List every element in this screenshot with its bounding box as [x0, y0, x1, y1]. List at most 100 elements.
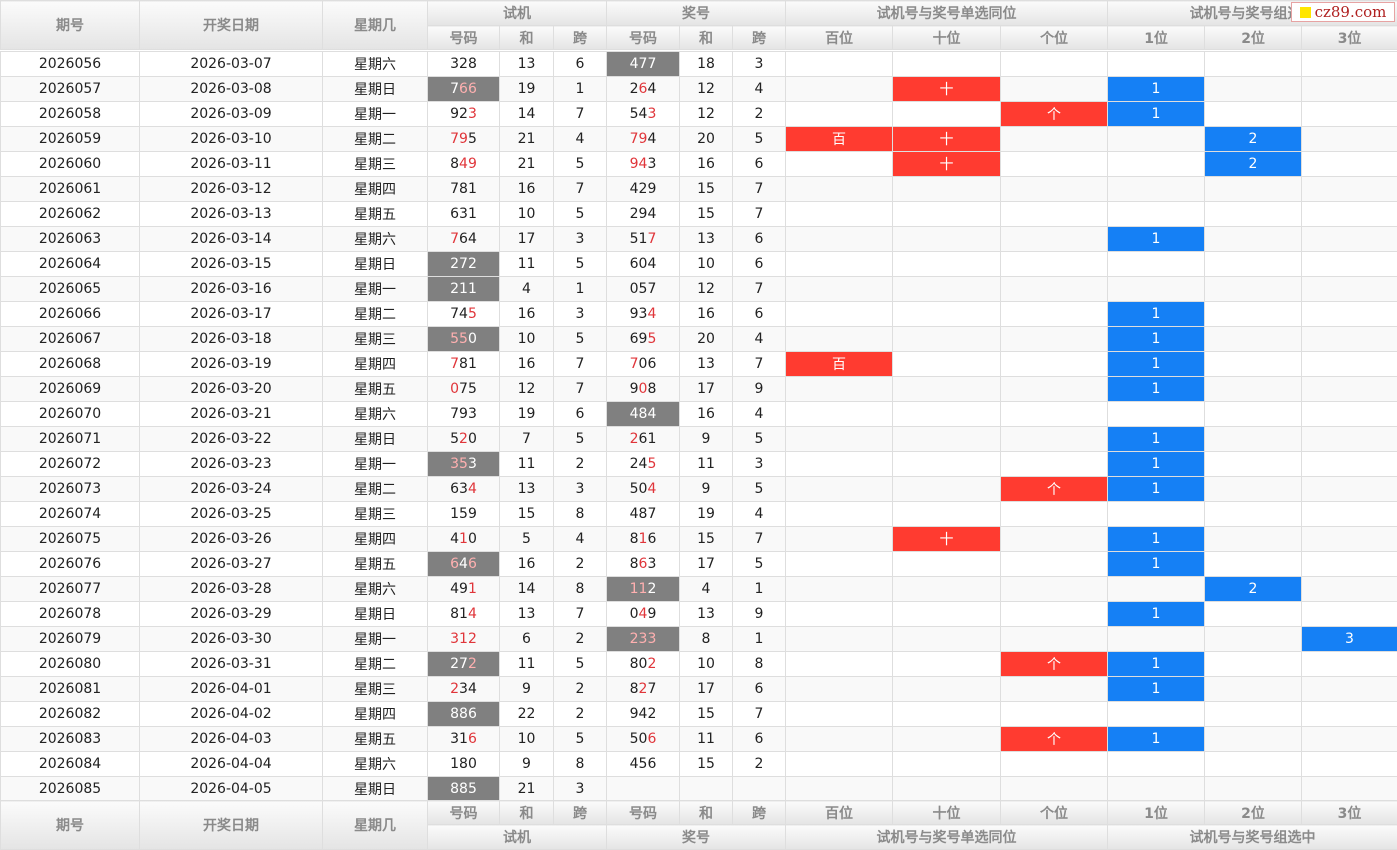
ten-match-cell	[893, 777, 1001, 802]
trial-number-cell: 075	[428, 377, 500, 402]
trial-sum-cell: 22	[500, 702, 554, 727]
issue-cell: 2026069	[1, 377, 140, 402]
date-cell: 2026-03-16	[140, 277, 323, 302]
trial-span-cell: 8	[554, 752, 607, 777]
trial-number-cell: 272	[428, 252, 500, 277]
combo-p1-cell	[1108, 252, 1205, 277]
trial-number-cell-segment: 63	[450, 481, 468, 497]
footer-col-p3: 3位	[1302, 801, 1397, 825]
col-issue: 期号	[1, 1, 140, 50]
combo-p1-cell: 1	[1108, 477, 1205, 502]
combo-p2-cell: 2	[1205, 152, 1302, 177]
prize-number-cell: 057	[607, 277, 680, 302]
ten-match-cell	[893, 177, 1001, 202]
weekday-cell: 星期三	[323, 327, 428, 352]
trial-number-cell-segment: 27	[450, 656, 468, 672]
prize-number-cell-segment: 456	[630, 756, 657, 772]
table-header: 期号 开奖日期 星期几 试机 奖号 试机号与奖号单选同位 试机号与奖号组选中 号…	[0, 0, 1397, 50]
ten-match-cell	[893, 402, 1001, 427]
prize-sum-cell: 15	[680, 752, 733, 777]
date-cell: 2026-03-07	[140, 52, 323, 77]
prize-sum-cell: 16	[680, 152, 733, 177]
trial-number-cell-segment: 31	[450, 731, 468, 747]
trial-sum-cell: 11	[500, 252, 554, 277]
combo-p3-cell	[1302, 702, 1397, 727]
trial-span-cell: 1	[554, 77, 607, 102]
combo-p3-cell	[1302, 52, 1397, 77]
prize-number-cell-segment: 2	[647, 581, 656, 597]
trial-number-cell-segment: 92	[450, 106, 468, 122]
ten-match-cell	[893, 377, 1001, 402]
combo-p3-cell	[1302, 77, 1397, 102]
date-cell: 2026-03-23	[140, 452, 323, 477]
prize-number-cell-segment: 24	[630, 456, 648, 472]
trial-sum-cell: 16	[500, 352, 554, 377]
ten-match-cell	[893, 52, 1001, 77]
trial-number-cell: 781	[428, 352, 500, 377]
prize-span-cell: 2	[733, 102, 786, 127]
prize-number-cell-segment: 484	[630, 406, 657, 422]
trial-sum-cell: 16	[500, 552, 554, 577]
trial-sum-cell: 6	[500, 627, 554, 652]
combo-p1-cell	[1108, 627, 1205, 652]
ten-match-cell	[893, 677, 1001, 702]
combo-p3-cell	[1302, 477, 1397, 502]
combo-p3-cell	[1302, 152, 1397, 177]
prize-number-cell: 487	[607, 502, 680, 527]
trial-number-cell-segment: 7	[450, 231, 459, 247]
prize-number-cell-segment: 06	[639, 356, 657, 372]
prize-number-cell: 112	[607, 577, 680, 602]
col-p2: 2位	[1205, 26, 1302, 50]
issue-cell: 2026074	[1, 502, 140, 527]
trial-span-cell: 4	[554, 127, 607, 152]
issue-cell: 2026072	[1, 452, 140, 477]
weekday-cell: 星期三	[323, 677, 428, 702]
prize-number-cell: 264	[607, 77, 680, 102]
combo-p1-cell: 1	[1108, 727, 1205, 752]
trial-number-cell: 272	[428, 652, 500, 677]
issue-cell: 2026080	[1, 652, 140, 677]
prize-span-cell: 2	[733, 752, 786, 777]
hundred-match-cell	[786, 327, 893, 352]
combo-p3-cell	[1302, 127, 1397, 152]
trial-number-cell-segment: 49	[450, 581, 468, 597]
trial-span-cell: 5	[554, 652, 607, 677]
trial-number-cell: 646	[428, 552, 500, 577]
trial-number-cell-segment: 4	[468, 606, 477, 622]
prize-number-cell-segment: 057	[630, 281, 657, 297]
hundred-match-cell	[786, 677, 893, 702]
prize-number-cell-segment: 8	[630, 556, 639, 572]
prize-number-cell: 294	[607, 202, 680, 227]
weekday-cell: 星期日	[323, 252, 428, 277]
prize-sum-cell: 12	[680, 77, 733, 102]
prize-number-cell-segment: 3	[647, 556, 656, 572]
prize-span-cell: 7	[733, 177, 786, 202]
group-single-position: 试机号与奖号单选同位	[786, 1, 1108, 26]
prize-number-cell: 456	[607, 752, 680, 777]
combo-p2-cell	[1205, 427, 1302, 452]
prize-sum-cell: 20	[680, 327, 733, 352]
group-prize: 奖号	[607, 1, 786, 26]
weekday-cell: 星期四	[323, 177, 428, 202]
prize-span-cell: 1	[733, 577, 786, 602]
prize-number-cell-segment: 2	[630, 81, 639, 97]
date-cell: 2026-03-17	[140, 302, 323, 327]
ten-match-cell	[893, 452, 1001, 477]
combo-p1-cell: 1	[1108, 352, 1205, 377]
hundred-match-cell	[786, 202, 893, 227]
combo-p1-cell	[1108, 402, 1205, 427]
prize-number-cell: 942	[607, 702, 680, 727]
combo-p2-cell	[1205, 652, 1302, 677]
site-logo[interactable]: cz89.com	[1291, 2, 1395, 22]
col-p3: 3位	[1302, 26, 1397, 50]
trial-span-cell: 3	[554, 477, 607, 502]
issue-cell: 2026068	[1, 352, 140, 377]
unit-match-cell	[1001, 602, 1108, 627]
combo-p2-cell	[1205, 327, 1302, 352]
date-cell: 2026-03-19	[140, 352, 323, 377]
